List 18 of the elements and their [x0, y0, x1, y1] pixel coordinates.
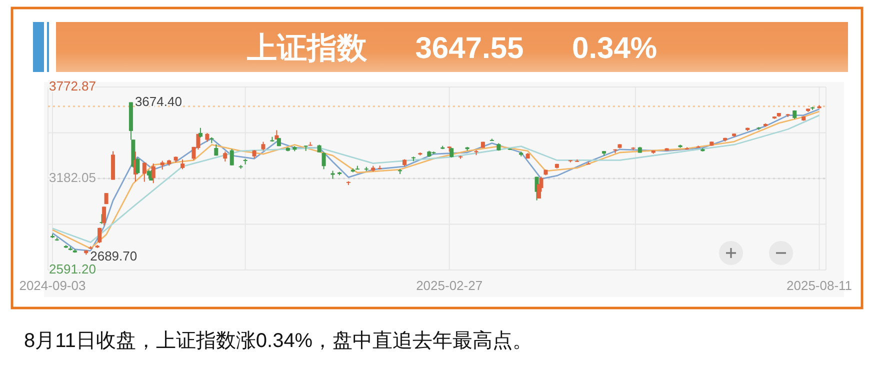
x-tick-label: 2025-08-11	[786, 278, 852, 293]
y-tick-label: 3182.05	[49, 170, 96, 185]
candlestick	[223, 151, 228, 162]
x-tick-label: 2025-02-27	[416, 278, 483, 293]
y-tick-label: 2591.20	[49, 261, 96, 276]
annotation: 3674.40	[134, 94, 182, 110]
chart-title: 上证指数 3647.55 0.34%	[246, 32, 658, 65]
candlestick	[142, 162, 146, 182]
candlestick	[198, 127, 202, 138]
candlestick	[230, 148, 234, 166]
y-tick-label: 3772.87	[49, 78, 96, 94]
candlestick	[102, 206, 106, 226]
annotation: 2689.70	[90, 248, 138, 264]
candlestick	[180, 158, 185, 170]
text: 8月11日收盘，上证指数涨0.34%，盘中直追去年最高点。	[24, 329, 533, 352]
x-tick-label: 2024-09-03	[19, 278, 86, 293]
candlestick	[322, 152, 326, 170]
candlestick	[98, 227, 102, 244]
